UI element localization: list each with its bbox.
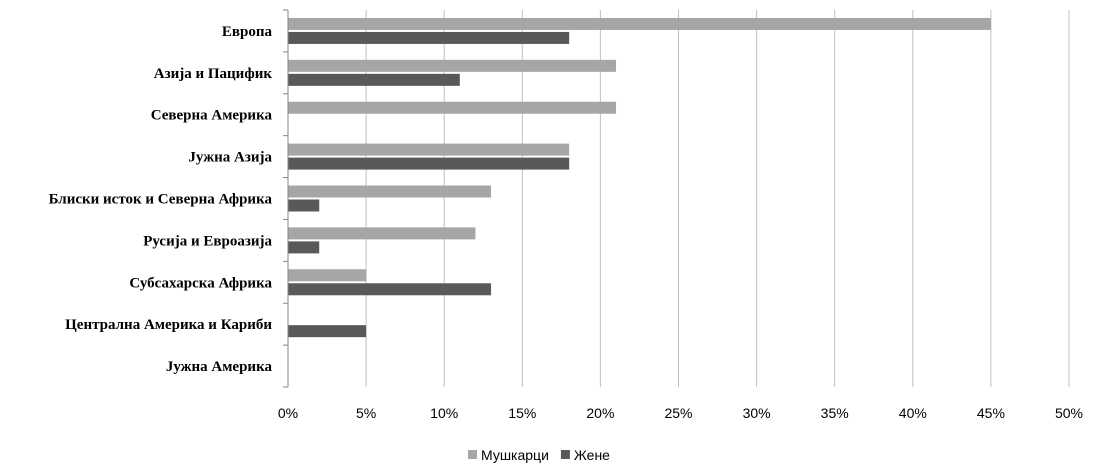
x-tick-label: 30% [743,405,771,421]
bar-series-1 [288,269,367,282]
bar-series-1 [288,185,492,198]
x-tick-label: 15% [508,405,536,421]
category-label: Централна Америка и Кариби [65,317,272,333]
category-label: Субсахарска Африка [129,275,272,291]
x-tick-label: 40% [899,405,927,421]
bar-series-2 [288,73,460,86]
bar-series-2 [288,199,320,212]
x-tick-label: 45% [977,405,1005,421]
category-labels: Европа Азија и Пацифик Северна Америка Јужн… [49,24,273,375]
category-label: Азија и Пацифик [154,66,273,82]
legend-label: Мушкарци [481,447,549,463]
x-tick-label: 10% [430,405,458,421]
category-label: Русија и Евроазија [143,233,272,249]
x-tick-label: 0% [278,405,298,421]
bar-series-2 [288,241,320,254]
bar-series-1 [288,227,476,240]
bar-series-1 [288,59,617,72]
x-tick-label: 5% [356,405,376,421]
x-tick-label: 20% [586,405,614,421]
bars [288,17,991,338]
legend-swatch [468,450,477,459]
gridlines [365,10,1070,387]
legend: Мушкарци Жене [468,447,610,463]
bar-series-2 [288,31,570,44]
bar-series-1 [288,101,617,114]
bar-series-2 [288,157,570,170]
legend-label: Жене [574,447,610,463]
category-label: Јужна Азија [188,150,272,166]
x-tick-label: 50% [1055,405,1083,421]
bar-series-2 [288,325,367,338]
category-label: Европа [222,24,273,40]
category-label: Блиски исток и Северна Африка [49,192,273,208]
category-label: Северна Америка [151,108,273,124]
category-label: Јужна Америка [166,359,273,375]
y-axis [283,9,289,388]
x-tick-labels: 0% 5% 10% 15% 20% 25% 30% 35% 40% 45% 50% [278,405,1083,421]
legend-swatch [560,450,570,459]
bar-series-2 [288,283,492,296]
bar-series-1 [288,143,570,156]
x-tick-label: 35% [821,405,849,421]
x-tick-label: 25% [664,405,692,421]
bar-series-1 [288,17,991,30]
